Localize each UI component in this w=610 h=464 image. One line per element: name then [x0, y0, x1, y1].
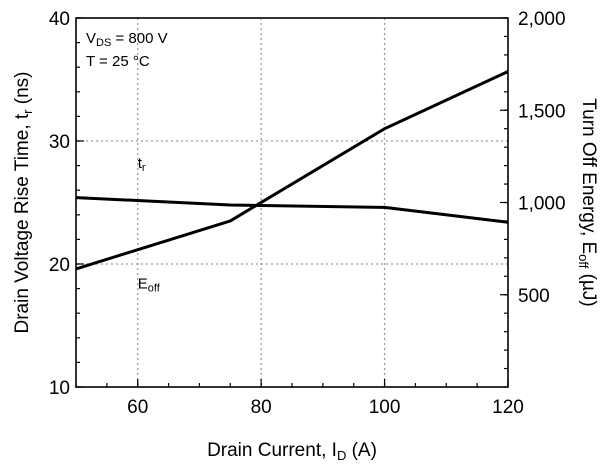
major-ticks [76, 18, 508, 387]
right-y-axis-label: Turn Off Energy, Eoff (µJ) [576, 98, 599, 307]
x-tick-label: 60 [127, 397, 148, 418]
minor-ticks [76, 18, 508, 387]
x-axis-tick-labels: 60 80 100 120 [127, 397, 524, 418]
right-y-tick-label: 2,000 [518, 9, 566, 30]
condition-vds: VDS = 800 V [86, 30, 168, 49]
right-y-tick-label: 500 [518, 286, 550, 307]
condition-temperature: T = 25 °C [86, 53, 150, 70]
x-tick-label: 80 [251, 397, 272, 418]
left-y-tick-label: 10 [49, 378, 70, 399]
left-y-tick-label: 20 [49, 255, 70, 276]
grid-lines [76, 18, 508, 387]
right-axis-tick-labels: 500 1,000 1,500 2,000 [518, 9, 566, 307]
left-axis-tick-labels: 10 20 30 40 [49, 9, 70, 399]
x-tick-label: 120 [492, 397, 524, 418]
left-y-axis-label: Drain Voltage Rise Time, tr (ns) [12, 72, 35, 334]
x-axis-label: Drain Current, ID (A) [207, 440, 377, 463]
series-label-eoff: Eoff [138, 276, 161, 295]
right-y-tick-label: 1,000 [518, 194, 566, 215]
series-line-0 [76, 198, 508, 223]
series-label-tr: tr [138, 155, 146, 174]
plot-frame [76, 18, 508, 387]
left-y-tick-label: 30 [49, 132, 70, 153]
x-tick-label: 100 [369, 397, 401, 418]
right-y-tick-label: 1,500 [518, 101, 566, 122]
left-y-tick-label: 40 [49, 9, 70, 30]
